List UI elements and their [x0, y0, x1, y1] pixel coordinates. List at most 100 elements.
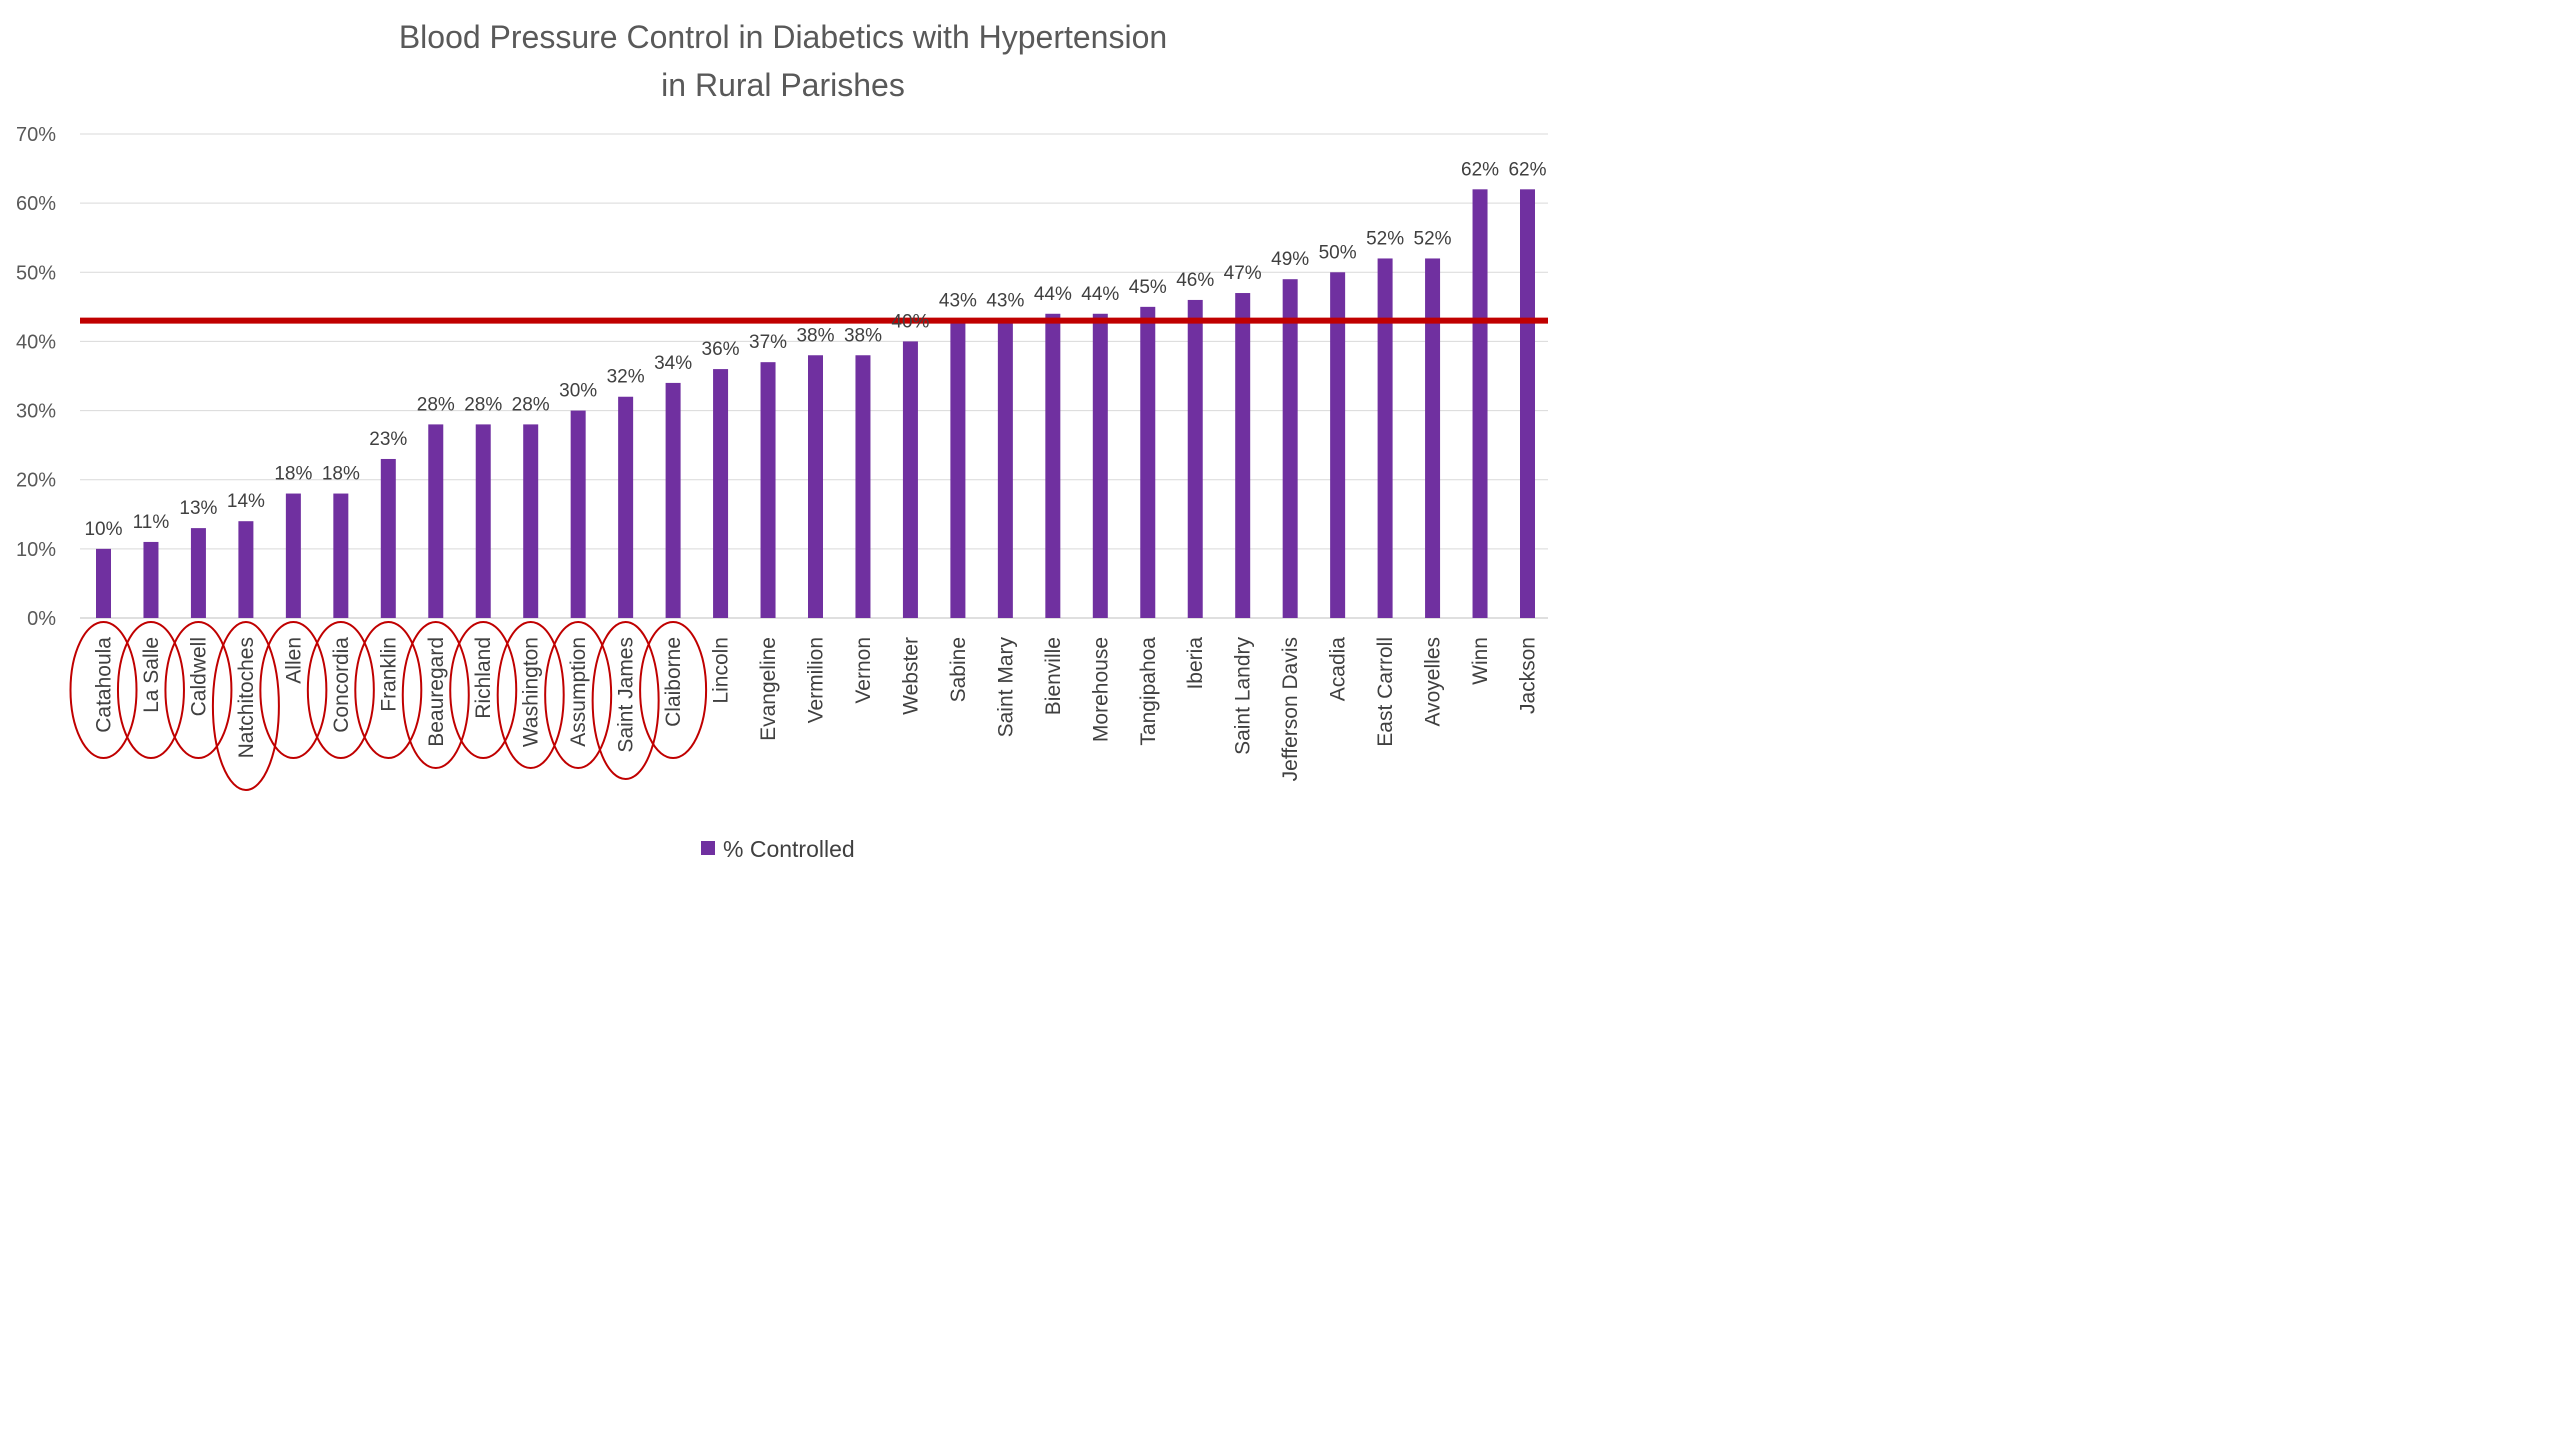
bar [855, 355, 871, 618]
category-circle-marker [116, 621, 185, 759]
data-label: 62% [1508, 159, 1546, 180]
category-circle-marker [354, 621, 423, 759]
y-tick-label: 20% [16, 470, 56, 492]
bar [1377, 258, 1393, 618]
data-label: 44% [1081, 284, 1119, 305]
category-label: Webster [899, 637, 922, 715]
y-tick-label: 50% [16, 262, 56, 284]
data-label: 14% [227, 491, 265, 512]
bar [475, 424, 491, 618]
category-label: Vernon [852, 637, 875, 704]
data-label: 37% [749, 332, 787, 353]
data-label: 49% [1271, 249, 1309, 270]
y-axis: 0% 10% 20% 30% 40% 50% 60% 70% [16, 124, 56, 630]
bar [1425, 258, 1441, 618]
data-label: 50% [1319, 242, 1357, 263]
data-label: 43% [986, 291, 1024, 312]
bar [997, 320, 1013, 618]
bar [950, 320, 966, 618]
category-label: Lincoln [710, 637, 733, 704]
bar [760, 362, 776, 618]
data-label: 23% [369, 429, 407, 450]
category-circle-marker [164, 621, 233, 759]
bar-chart: Blood Pressure Control in Diabetics with… [16, 19, 1548, 862]
bar [428, 424, 444, 618]
bar [618, 396, 634, 618]
category-label: Catahoula [93, 637, 116, 733]
category-circle-marker [591, 621, 660, 780]
bar [143, 541, 159, 618]
category-label: Iberia [1184, 637, 1207, 690]
category-circle-marker [449, 621, 518, 759]
legend-label: % Controlled [723, 836, 855, 862]
data-label: 52% [1414, 228, 1452, 249]
bar [333, 493, 349, 618]
category-circle-marker [401, 621, 470, 769]
bar [238, 521, 254, 618]
y-tick-label: 70% [16, 124, 56, 146]
data-label: 18% [322, 464, 360, 485]
category-circle-marker [259, 621, 328, 759]
bar [570, 410, 586, 618]
category-label: Jefferson Davis [1279, 637, 1302, 781]
data-label: 32% [607, 367, 645, 388]
category-label: East Carroll [1374, 637, 1397, 747]
bars [96, 189, 1535, 619]
bar [1282, 279, 1298, 618]
y-tick-label: 60% [16, 193, 56, 215]
bar [96, 548, 111, 618]
bar [713, 369, 729, 618]
category-label: Tangipahoa [1137, 637, 1160, 746]
bar [1235, 293, 1251, 618]
bar [1187, 299, 1203, 618]
data-label: 28% [417, 394, 455, 415]
data-label: 36% [702, 339, 740, 360]
category-label: Avoyelles [1422, 637, 1445, 727]
y-tick-label: 40% [16, 331, 56, 353]
bar [1472, 189, 1488, 619]
bar [1045, 313, 1061, 618]
category-label: Caldwell [187, 637, 210, 716]
chart-title-line-2: in Rural Parishes [661, 67, 905, 103]
data-label: 52% [1366, 228, 1404, 249]
category-label: Beauregard [425, 637, 448, 747]
category-circle-marker [496, 621, 565, 769]
bar [380, 458, 396, 618]
bar [665, 382, 681, 618]
y-tick-label: 10% [16, 539, 56, 561]
category-label: Saint James [615, 637, 638, 753]
category-circle-marker [639, 621, 708, 759]
bar [902, 341, 918, 618]
data-label: 40% [891, 311, 929, 332]
data-labels: 10% 11% 13% 14% 18% 18% 23% 28% 28% 28% 30% 32% 34% 3… [84, 159, 1546, 540]
data-label: 46% [1176, 270, 1214, 291]
category-label: Bienville [1042, 637, 1065, 715]
legend: % Controlled [701, 836, 855, 862]
chart-title-line-1: Blood Pressure Control in Diabetics with… [399, 19, 1167, 55]
category-circle-marker [69, 621, 138, 759]
category-circle-marker [544, 621, 613, 769]
legend-swatch [701, 841, 715, 855]
data-label: 30% [559, 381, 597, 402]
data-label: 28% [464, 394, 502, 415]
category-label: Winn [1469, 637, 1492, 685]
category-label: Evangeline [757, 637, 780, 741]
category-label: Allen [282, 637, 305, 684]
category-label: La Salle [140, 637, 163, 713]
data-label: 18% [274, 464, 312, 485]
bar [285, 493, 301, 618]
y-tick-label: 0% [27, 608, 56, 630]
bar [1140, 306, 1156, 618]
category-label: Acadia [1327, 637, 1350, 702]
category-label: Morehouse [1089, 637, 1112, 742]
data-label: 34% [654, 353, 692, 374]
category-label: Assumption [567, 637, 590, 747]
data-label: 38% [844, 325, 882, 346]
data-label: 62% [1461, 159, 1499, 180]
category-label: Claiborne [662, 637, 685, 727]
x-axis-categories: Catahoula La Salle Caldwell Natchitoches All… [69, 621, 1540, 791]
data-label: 43% [939, 291, 977, 312]
data-label: 44% [1034, 284, 1072, 305]
category-circle-marker [306, 621, 375, 759]
category-label: Franklin [377, 637, 400, 712]
